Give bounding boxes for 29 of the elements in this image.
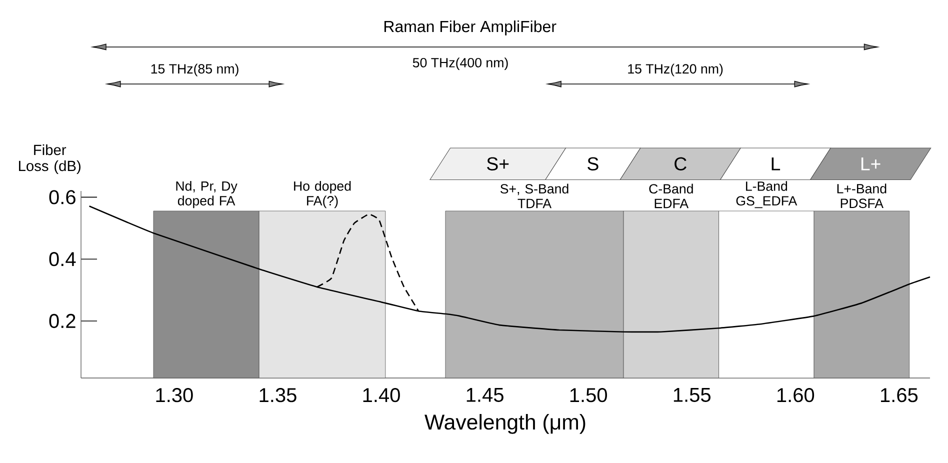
x-tick-label: 1.50 [570,388,607,402]
line-series [316,214,420,312]
x-axis-title: Wavelength (μm) [424,414,586,434]
x-tick-label: 1.35 [260,388,296,402]
x-tick-label: 1.65 [881,388,918,402]
text: S+ [487,157,509,170]
y-axis-title: Fiber Loss (dB) [19,144,80,174]
x-tick-label: 1.45 [466,388,504,402]
x-tick-label: 1.60 [777,388,814,402]
band-label: Nd, Pr, Dy doped FA [176,180,238,208]
text: 50 THz(400 nm) [412,58,508,70]
y-tick-label: 0.6 [49,190,76,204]
band-label: S+, S-Band TDFA [500,184,568,208]
y-tick-label: 0.2 [49,314,76,328]
text: 15 THz(85 nm) [151,64,238,76]
text: 15 THz(120 nm) [628,64,723,76]
x-tick-label: 1.40 [363,388,400,402]
text: L+ [861,157,880,170]
x-tick-label: 1.30 [156,388,193,402]
band-label: C-Band EDFA [649,184,693,208]
text: S [588,157,598,170]
text: L [772,157,780,170]
x-tick-label: 1.55 [674,388,710,402]
band-label: L+-Band PDSFA [837,184,886,208]
text: C [674,157,686,170]
y-tick-label: 0.4 [49,252,76,266]
band-label: Ho doped FA(?) [294,180,351,208]
band-label: L-Band GS_EDFA [736,181,798,208]
text: Raman Fiber AmpliFiber [384,20,556,36]
